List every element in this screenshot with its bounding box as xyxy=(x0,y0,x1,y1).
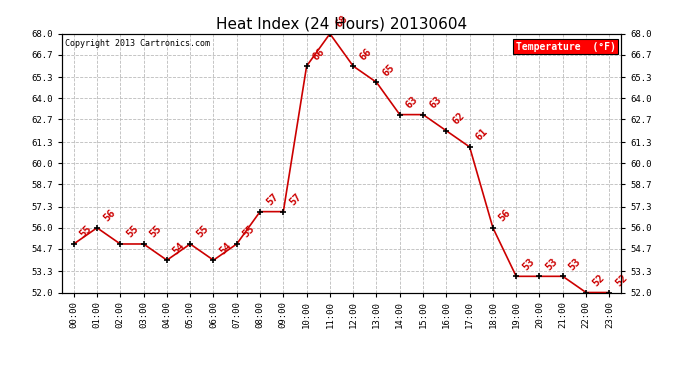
Text: 66: 66 xyxy=(357,46,373,62)
Text: 56: 56 xyxy=(497,208,513,224)
Text: 56: 56 xyxy=(101,208,117,224)
Text: 57: 57 xyxy=(264,192,280,207)
Text: 62: 62 xyxy=(451,111,466,127)
Text: 55: 55 xyxy=(148,224,164,240)
Text: 66: 66 xyxy=(310,46,326,62)
Text: 54: 54 xyxy=(217,240,233,256)
Text: 68: 68 xyxy=(334,13,350,30)
Title: Heat Index (24 Hours) 20130604: Heat Index (24 Hours) 20130604 xyxy=(216,16,467,31)
Text: 55: 55 xyxy=(124,224,140,240)
Text: 55: 55 xyxy=(195,224,210,240)
Text: 53: 53 xyxy=(567,256,583,272)
Text: Copyright 2013 Cartronics.com: Copyright 2013 Cartronics.com xyxy=(65,39,210,48)
Text: 65: 65 xyxy=(381,62,397,78)
Text: 57: 57 xyxy=(288,192,304,207)
Text: 53: 53 xyxy=(544,256,560,272)
Text: 63: 63 xyxy=(427,94,443,111)
Text: 52: 52 xyxy=(613,272,629,288)
Text: 61: 61 xyxy=(474,127,490,143)
Text: Temperature  (°F): Temperature (°F) xyxy=(515,42,615,51)
Text: 54: 54 xyxy=(171,240,187,256)
Text: 55: 55 xyxy=(241,224,257,240)
Text: 63: 63 xyxy=(404,94,420,111)
Text: 52: 52 xyxy=(590,272,606,288)
Text: 55: 55 xyxy=(78,224,94,240)
Text: 53: 53 xyxy=(520,256,536,272)
